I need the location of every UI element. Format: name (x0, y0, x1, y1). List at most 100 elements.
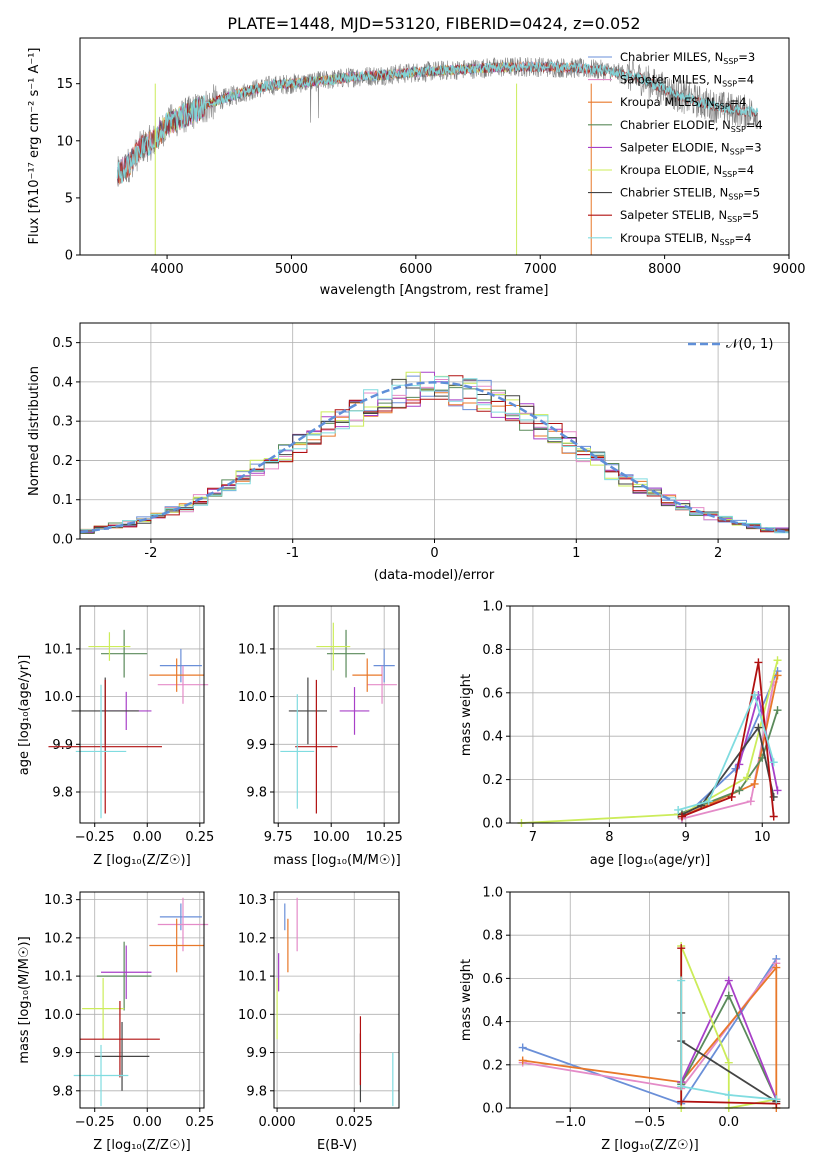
p5-marker-S_STELIB (677, 812, 686, 821)
spectrum-ytick-label: 0 (65, 249, 73, 264)
p6-xtick-label: −0.25 (75, 1115, 115, 1130)
age-vs-z-panel: −0.25 0.00 0.25 9.8 9.9 10.0 10.1 (44, 605, 214, 845)
spectrum-model-S_STELIB (117, 62, 758, 184)
gaussian-curve (79, 381, 790, 534)
histogram-S_STELIB (80, 375, 789, 533)
legend-suffix: =4 (730, 95, 747, 109)
p6-ytick-label: 9.9 (52, 1046, 73, 1061)
p7-ytick-label: 9.9 (246, 1046, 267, 1061)
p5-ytick-label: 0.4 (482, 730, 503, 745)
spectrum-ytick-label: 15 (56, 77, 73, 92)
legend-suffix: =4 (746, 118, 763, 132)
p5-marker-K_STELIB (769, 758, 778, 767)
residual-xtick-label: 2 (714, 546, 722, 561)
p8-ytick-label: 0.2 (482, 1058, 503, 1073)
residual-ytick-label: 0.0 (52, 533, 73, 548)
p5-xtick-label: 7 (529, 830, 537, 845)
p6-ylabel: mass [log₁₀(M/M☉)] (17, 936, 32, 1063)
p8-marker-C_MILES (518, 1043, 527, 1052)
p6-frame (79, 891, 205, 1109)
residual-xtick-label: 0 (430, 546, 438, 561)
p6-xtick-label: 0.25 (185, 1115, 214, 1130)
p5-xtick-label: 10 (754, 830, 771, 845)
legend-suffix: =4 (737, 163, 754, 177)
p8-ytick-label: 0.8 (482, 929, 503, 944)
residual-ytick-label: 0.1 (52, 493, 73, 508)
legend-subscript: SSP (731, 125, 746, 134)
spectrum-title: PLATE=1448, MJD=53120, FIBERID=0424, z=0… (227, 14, 640, 33)
p8-marker-K_STELIB (677, 976, 686, 985)
spectrum-frame (79, 37, 790, 256)
p5-marker-S_ELODIE (773, 786, 782, 795)
residual-xtick-label: -2 (144, 546, 157, 561)
p8-marker-K_STELIB (677, 1082, 686, 1091)
p8-xtick-label: −1.0 (554, 1115, 586, 1130)
p6-xlabel: Z [log₁₀(Z/Z☉)] (93, 1138, 190, 1153)
p6-ytick-label: 10.0 (44, 1008, 73, 1023)
legend-label-C_MILES: Chabrier MILES, NSSP=3 (620, 50, 755, 66)
p7-ytick-label: 9.8 (246, 1084, 267, 1099)
spectrum-model-K_STELIB (116, 61, 759, 184)
legend-subscript: SSP (723, 57, 738, 66)
mass-vs-z-panel: −0.25 0.00 0.25 9.8 9.9 10.0 10.1 10.2 10.3 (44, 891, 214, 1130)
p3-ytick-label: 9.9 (52, 738, 73, 753)
residual-xtick-label: 1 (572, 546, 580, 561)
p5-marker-C_ELODIE (735, 786, 744, 795)
p8-ytick-label: 1.0 (482, 886, 503, 901)
legend-label-S_MILES: Salpeter MILES, NSSP=4 (620, 73, 754, 89)
p8-marker-K_MILES (772, 963, 781, 972)
p3-xtick-label: −0.25 (75, 830, 115, 845)
residual-panel: -2 -1 0 1 2 0.0 0.1 0.2 0.3 0.4 0.5 (data-model)/e… (27, 322, 790, 583)
p3-xtick-label: 0.25 (185, 830, 214, 845)
spectrum-legend: Chabrier MILES, NSSP=3 Salpeter MILES, NS… (588, 50, 763, 247)
p7-xtick-label: 0.025 (336, 1115, 373, 1130)
spectrum-xtick-label: 8000 (648, 262, 681, 277)
legend-suffix: =4 (737, 73, 754, 87)
p5-xtick-label: 8 (605, 830, 613, 845)
p6-ytick-label: 10.2 (44, 931, 73, 946)
p8-xlabel: Z [log₁₀(Z/Z☉)] (601, 1138, 698, 1153)
p6-ytick-label: 9.8 (52, 1084, 73, 1099)
p8-marker-S_STELIB (677, 1097, 686, 1106)
spectrum-xtick-label: 5000 (275, 262, 308, 277)
p5-marker-S_STELIB (727, 792, 736, 801)
p4-xtick-label: 10.00 (313, 830, 350, 845)
p8-line-K_MILES (522, 965, 778, 1108)
spectrum-panel: PLATE=1448, MJD=53120, FIBERID=0424, z=0… (27, 14, 806, 298)
p8-marker-S_STELIB (677, 944, 686, 953)
p8-xtick-label: 0.0 (718, 1115, 739, 1130)
p5-marker-C_STELIB (754, 723, 763, 732)
spectrum-xtick-label: 9000 (772, 262, 805, 277)
p7-frame (273, 891, 400, 1109)
legend-subscript: SSP (730, 147, 745, 156)
gauss-legend-label: 𝒩(0, 1) (726, 337, 773, 352)
p5-marker-K_STELIB (674, 805, 683, 814)
p7-xlabel: E(B-V) (317, 1138, 357, 1153)
p7-ytick-label: 10.0 (238, 1008, 267, 1023)
p8-ytick-label: 0.0 (482, 1102, 503, 1117)
p3-ylabel: age [log₁₀(age/yr)] (17, 655, 32, 776)
p8-frame (509, 891, 790, 1109)
p3-ytick-label: 10.1 (44, 642, 73, 657)
legend-suffix: =3 (745, 140, 762, 154)
p7-ytick-label: 10.3 (238, 893, 267, 908)
residual-ytick-label: 0.2 (52, 454, 73, 469)
p7-xtick-label: 0.000 (258, 1115, 295, 1130)
p5-marker-S_STELIB (754, 658, 763, 667)
p7-ytick-label: 10.1 (238, 970, 267, 985)
p4-frame (273, 605, 400, 824)
p5-marker-K_ELODIE (773, 656, 782, 665)
p8-marker-K_ELODIE (724, 1058, 733, 1067)
p5-marker-K_STELIB (704, 797, 713, 806)
spectrum-xtick-label: 4000 (151, 262, 184, 277)
legend-subscript: SSP (728, 193, 743, 202)
legend-label-S_ELODIE: Salpeter ELODIE, NSSP=3 (620, 140, 762, 156)
legend-label-S_STELIB: Salpeter STELIB, NSSP=5 (620, 208, 759, 224)
spectrum-ytick-label: 10 (56, 134, 73, 149)
residual-ytick-label: 0.5 (52, 336, 73, 351)
legend-label-K_STELIB: Kroupa STELIB, NSSP=4 (620, 231, 751, 247)
residual-frame (79, 322, 790, 540)
legend-label-C_ELODIE: Chabrier ELODIE, NSSP=4 (620, 118, 763, 134)
spectrum-xtick-label: 6000 (399, 262, 432, 277)
p5-ytick-label: 0.6 (482, 686, 503, 701)
